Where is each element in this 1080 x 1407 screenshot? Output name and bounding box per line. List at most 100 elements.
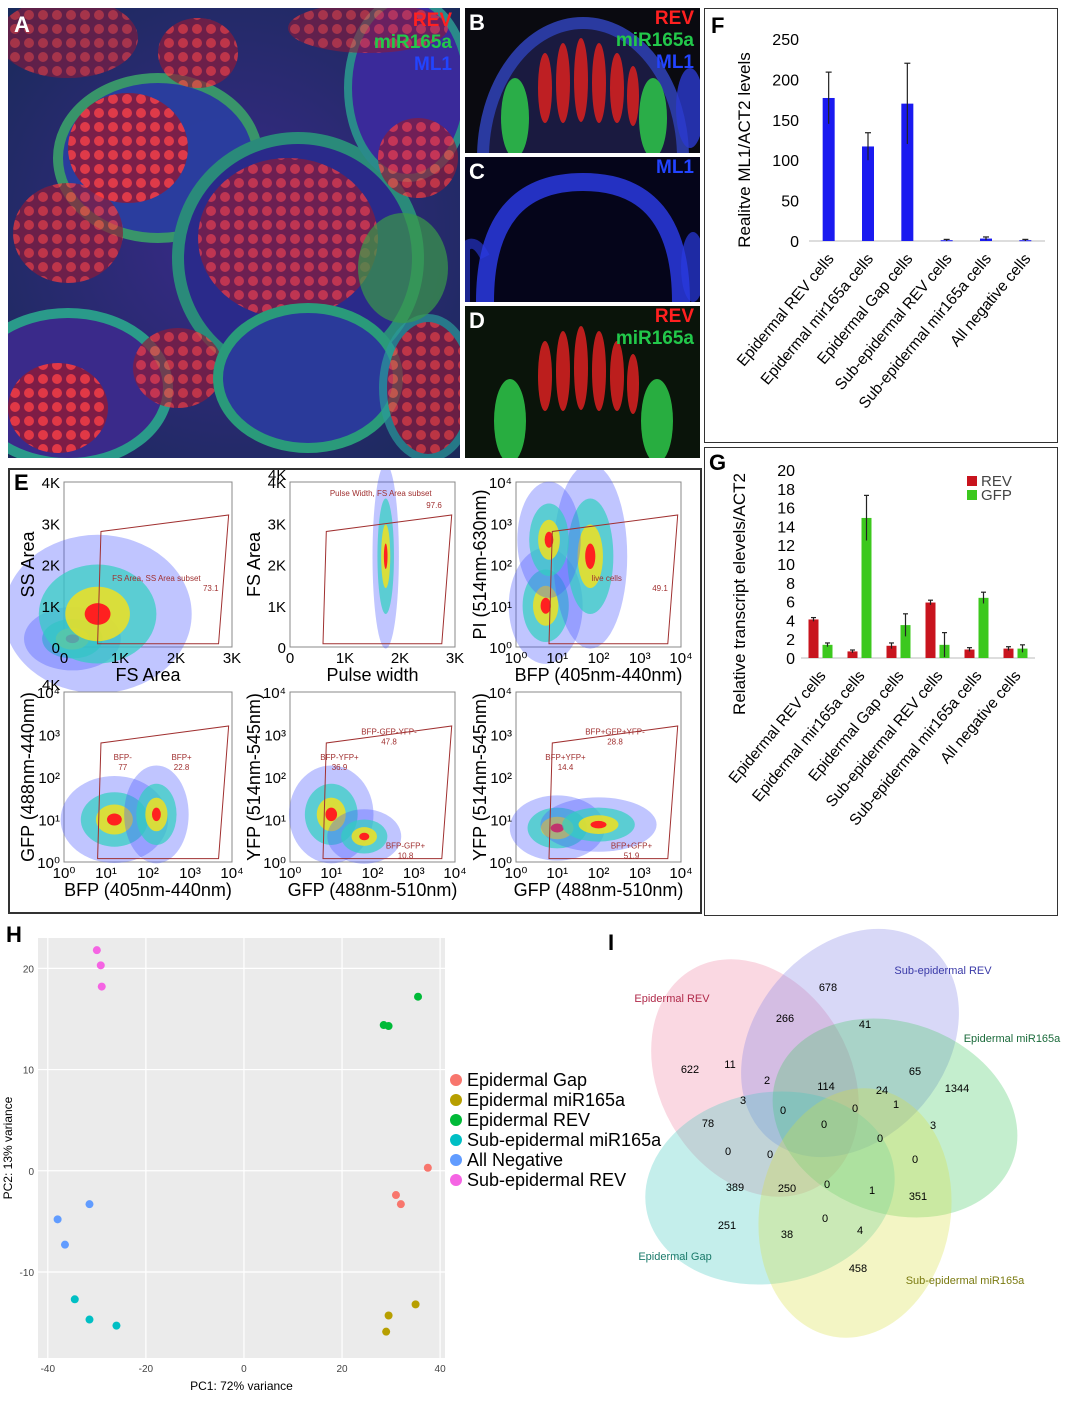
y-tick-label: 10³ [490,728,512,745]
y-tick-label: 250 [772,32,799,49]
panel-h-letter: H [6,922,22,947]
bar-gfp [822,644,833,658]
venn-count: 458 [849,1263,867,1275]
y-tick-label: 10⁰ [489,640,512,657]
venn-set-sub-epidermal-rev [741,928,959,1158]
panel-h-pca: H -40 -20 0 20 40 -10 0 10 20 PC1: 72% variance PC… [0,918,700,1402]
flow-plot: 4K 3K 2K 1K 00 1K 2K 3K FS Area SS Area FS Area, S… [3,475,241,694]
corner-label: 4K [268,470,286,484]
gate-name: BFP-YFP+ [320,753,359,762]
density-core [325,807,338,822]
gate-name: BFP+YFP+ [545,753,586,762]
pca-point [70,1295,79,1304]
y-tick-label: 4K [42,475,60,492]
x-tick-label: 10¹ [546,865,568,882]
y-tick-label: 10² [490,558,512,575]
panel-b-image [477,17,700,153]
x-axis-label: GFP (488nm-510nm) [514,880,684,900]
y-tick-label: 20 [777,463,795,480]
y-tick-label: 12 [777,538,795,555]
legend-dot [450,1174,462,1186]
y-tick-label: 0 [786,651,795,668]
venn-count: 38 [781,1229,793,1241]
venn-count: 3 [740,1095,746,1107]
panel-a-channel-ml1: ML1 [414,54,452,75]
venn-count: 0 [725,1146,731,1158]
pca-point [53,1215,62,1224]
flow-plot-frame [289,481,456,648]
panel-e-letter: E [14,470,29,495]
y-tick-label: 10¹ [490,813,512,830]
density-core [359,832,370,841]
bar-gfp [861,517,872,658]
venn-set-sub-epidermal-mir165a [758,1088,952,1338]
x-tick-label: 10² [137,865,159,882]
panel-d-micrograph: D REV miR165a [465,306,700,458]
gate-name: BFP-GFP-YFP- [361,728,417,737]
y-axis-label: Realitve ML1/ACT2 levels [735,52,754,248]
legend-dot [450,1114,462,1126]
y-tick-label: 0 [790,234,799,251]
venn-count: 351 [909,1191,927,1203]
venn-count: 1 [893,1099,899,1111]
gate-value: 77 [118,763,127,772]
bar-rev [964,649,975,658]
panel-c-letter: C [469,159,485,184]
venn-count: 78 [702,1118,714,1130]
y-tick-label: 4 [786,613,795,630]
venn-count: 2 [764,1075,770,1087]
gate-outline [97,514,230,645]
panel-d-channel-rev: REV [654,306,694,327]
y-axis-label: SS Area [18,530,38,597]
density-core [540,597,551,614]
legend-label: All Negative [467,1150,563,1170]
venn-set-epidermal-gap [645,1091,895,1285]
legend-label: Epidermal Gap [467,1070,587,1090]
x-tick-label: 10⁴ [220,865,243,882]
legend-dot [450,1074,462,1086]
x-tick-label: 3K [223,650,241,667]
y-tick-label: 10¹ [38,813,60,830]
y-tick-label: 200 [772,72,799,89]
y-tick-label: 10³ [490,516,512,533]
y-tick-label: 2K [42,558,60,575]
venn-set-label: Epidermal Gap [638,1251,711,1263]
bar-gfp [900,625,911,658]
venn-set-epidermal-rev [651,959,859,1197]
pca-point [396,1200,405,1209]
panel-d-image [494,326,673,458]
venn-set-label: Sub-epidermal REV [894,965,992,977]
venn-count: 0 [767,1149,773,1161]
x-tick-label: 10² [588,865,610,882]
venn-count: 3 [930,1120,936,1132]
x-tick-label: 10¹ [546,650,568,667]
y-tick-label: 10² [264,770,286,787]
panel-a-micrograph: A REV miR165a ML1 [0,0,477,468]
y-tick-label: 10¹ [490,599,512,616]
venn-count: 0 [780,1105,786,1117]
x-tick-label: 0 [60,650,68,667]
density-core [544,531,554,548]
y-tick-label: 6 [786,595,795,612]
density-core [550,823,564,833]
x-axis-label: GFP (488nm-510nm) [288,880,458,900]
panel-d-letter: D [469,308,485,333]
y-tick-label: 18 [777,482,795,499]
panel-d-channel-mir165a: miR165a [615,328,694,349]
pca-point [112,1321,121,1330]
panel-c-micrograph: C ML1 [465,157,700,302]
venn-count: 4 [857,1225,863,1237]
panel-i-letter: I [608,930,615,955]
venn-count: 65 [909,1066,921,1078]
x-tick-label: 10⁴ [443,865,466,882]
gate-name: BFP+GFP+YFP- [585,728,645,737]
x-tick-label: 10³ [629,865,651,882]
legend-dot [450,1154,462,1166]
gate-name: FS Area, SS Area subset [112,574,201,583]
x-tick-label: 10⁴ [669,865,692,882]
x-tick-label: 10¹ [95,865,117,882]
x-tick-label: 3K [446,650,464,667]
y-tick-label: 14 [777,519,795,536]
venn-count: 114 [817,1081,835,1093]
y-tick-label: 10³ [264,728,286,745]
